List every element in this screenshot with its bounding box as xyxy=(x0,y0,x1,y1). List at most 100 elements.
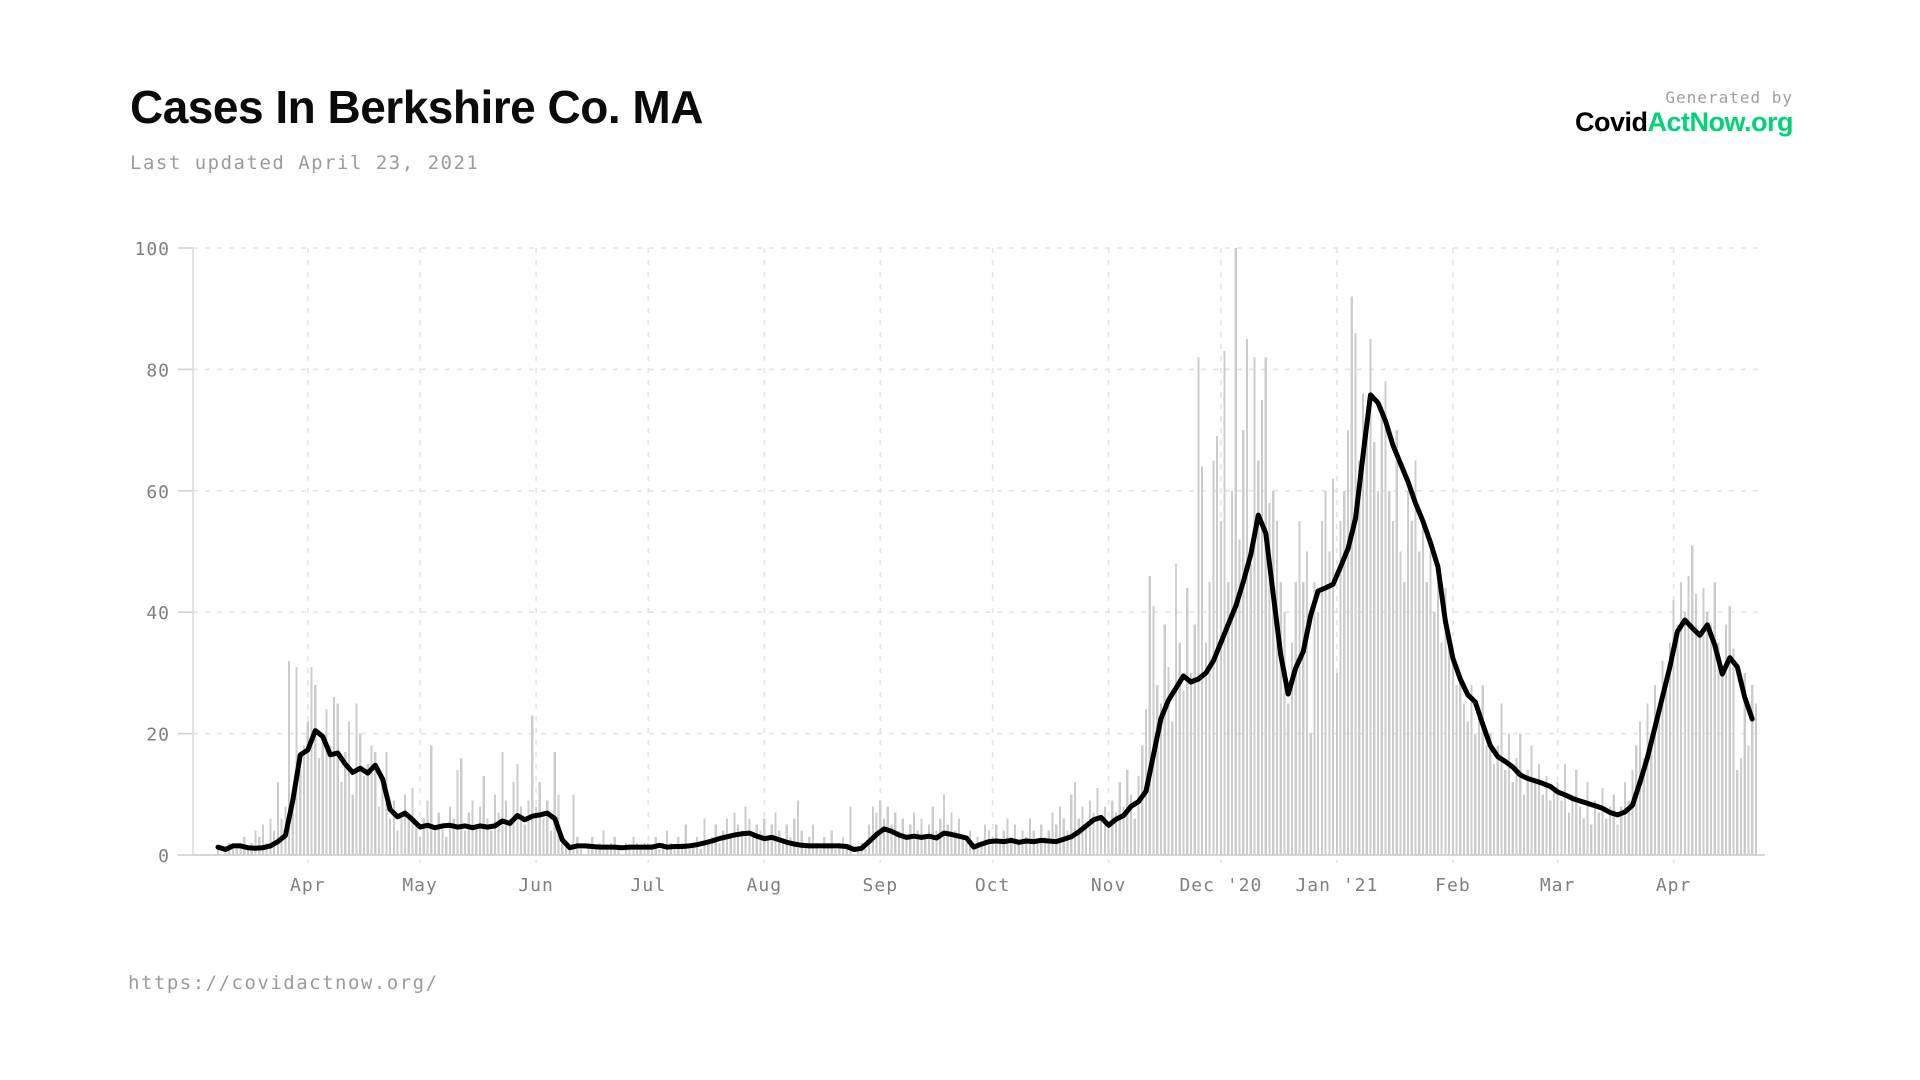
daily-cases-bar xyxy=(1010,836,1013,855)
daily-cases-bar xyxy=(1391,521,1395,855)
daily-cases-bar xyxy=(1156,685,1159,855)
daily-cases-bar xyxy=(1612,794,1615,855)
x-axis-labels: Apr May Jun Jul Aug Sep Oct Nov Dec '20 Jan '21 Fe… xyxy=(290,875,1690,896)
daily-cases-bar xyxy=(710,836,713,855)
daily-cases-bar xyxy=(347,721,351,855)
logo-actnow-text: ActNow.org xyxy=(1647,107,1794,137)
daily-cases-bar xyxy=(1249,563,1252,855)
daily-cases-bar xyxy=(834,848,837,855)
daily-cases-bar xyxy=(433,830,437,855)
daily-cases-bar xyxy=(239,842,242,855)
daily-cases-bar xyxy=(991,836,994,855)
daily-cases-bar xyxy=(1309,733,1312,855)
daily-cases-bar xyxy=(1575,770,1578,855)
daily-cases-bar xyxy=(1324,490,1327,855)
daily-cases-bar xyxy=(1182,691,1185,855)
daily-cases-bar xyxy=(1201,466,1204,855)
daily-cases-bar xyxy=(1564,764,1567,855)
daily-cases-bar xyxy=(1223,351,1226,855)
daily-cases-bar xyxy=(1208,581,1211,855)
x-axis-tick-label: Jul xyxy=(631,875,667,896)
daily-cases-bar xyxy=(845,848,848,855)
daily-cases-bar xyxy=(752,836,755,855)
daily-cases-bar xyxy=(463,830,467,855)
daily-cases-bar xyxy=(1736,770,1739,855)
daily-cases-bar xyxy=(688,848,691,855)
daily-cases-bar xyxy=(1478,709,1481,855)
daily-cases-bar xyxy=(1073,782,1076,855)
last-updated-label: Last updated April 23, 2021 xyxy=(130,152,480,174)
daily-cases-bar xyxy=(1507,733,1511,855)
daily-cases-bar xyxy=(1549,800,1552,855)
daily-cases-bar xyxy=(535,806,538,855)
daily-cases-bar xyxy=(351,794,354,855)
daily-cases-bar xyxy=(1515,757,1518,855)
y-axis-tick-label: 20 xyxy=(146,725,170,746)
daily-cases-bar xyxy=(942,794,945,855)
daily-cases-bar xyxy=(1751,685,1754,855)
daily-cases-bar xyxy=(1597,812,1600,855)
daily-cases-bar xyxy=(684,824,687,855)
daily-cases-bar xyxy=(1159,703,1163,856)
daily-cases-bar xyxy=(295,666,298,855)
daily-cases-bar xyxy=(1444,587,1447,855)
daily-cases-bar xyxy=(999,842,1002,855)
daily-cases-bar xyxy=(1665,685,1668,855)
covidactnow-logo: CovidActNow.org xyxy=(1575,107,1794,137)
daily-cases-bar xyxy=(1661,660,1664,855)
y-axis-tick-label: 60 xyxy=(146,482,170,503)
daily-cases-bar xyxy=(396,830,399,855)
daily-cases-bar xyxy=(400,812,403,855)
daily-cases-bar xyxy=(890,824,893,855)
daily-cases-bar xyxy=(961,836,964,855)
daily-cases-bar xyxy=(325,709,328,855)
x-axis-tick-label: May xyxy=(402,875,438,896)
daily-cases-bar xyxy=(1567,812,1570,855)
daily-cases-bar xyxy=(359,733,362,855)
daily-cases-bar xyxy=(422,818,425,855)
daily-cases-bar xyxy=(628,848,631,855)
daily-cases-bar xyxy=(404,794,407,855)
daily-cases-bar xyxy=(740,830,743,855)
daily-cases-bar xyxy=(288,660,291,855)
daily-cases-bar xyxy=(1152,606,1155,855)
daily-cases-bar xyxy=(819,848,822,855)
daily-cases-bar xyxy=(1724,624,1728,855)
daily-cases-bar xyxy=(1028,818,1032,855)
daily-cases-bar xyxy=(1017,842,1020,855)
daily-cases-bar xyxy=(1339,521,1342,855)
daily-cases-bar xyxy=(1231,490,1234,855)
daily-cases-bar xyxy=(306,721,309,855)
daily-cases-bar xyxy=(1650,733,1653,855)
daily-cases-bar xyxy=(1362,393,1365,855)
y-axis-labels: 0 20 40 60 80 100 xyxy=(134,239,170,867)
daily-cases-bar xyxy=(1376,490,1380,855)
daily-cases-bar xyxy=(1504,770,1507,855)
daily-cases-bar xyxy=(1302,581,1305,855)
daily-cases-bar xyxy=(1369,339,1372,855)
daily-cases-bar xyxy=(665,830,669,855)
y-gridlines xyxy=(178,247,1765,856)
daily-cases-bar xyxy=(1680,581,1683,855)
x-axis-tick-label: Sep xyxy=(863,875,899,896)
daily-cases-bar xyxy=(1103,806,1106,855)
daily-cases-bar xyxy=(1328,551,1331,855)
daily-cases-bar xyxy=(778,830,781,855)
daily-cases-bar xyxy=(254,830,257,855)
daily-cases-bar xyxy=(1294,581,1297,855)
daily-cases-bar xyxy=(1077,818,1080,855)
daily-cases-bar xyxy=(1275,521,1279,855)
daily-cases-bar xyxy=(864,848,867,855)
daily-cases-bar xyxy=(606,848,609,855)
daily-cases-bar xyxy=(673,848,676,855)
daily-cases-bar xyxy=(1511,782,1514,855)
daily-cases-bar xyxy=(1167,666,1170,855)
daily-cases-bar xyxy=(460,757,463,855)
daily-cases-bar xyxy=(1246,339,1249,855)
daily-cases-bar xyxy=(931,806,934,855)
daily-cases-bar xyxy=(486,818,489,855)
daily-cases-bar xyxy=(1668,642,1671,855)
daily-cases-bar xyxy=(699,848,702,855)
daily-cases-bar xyxy=(1178,642,1181,855)
